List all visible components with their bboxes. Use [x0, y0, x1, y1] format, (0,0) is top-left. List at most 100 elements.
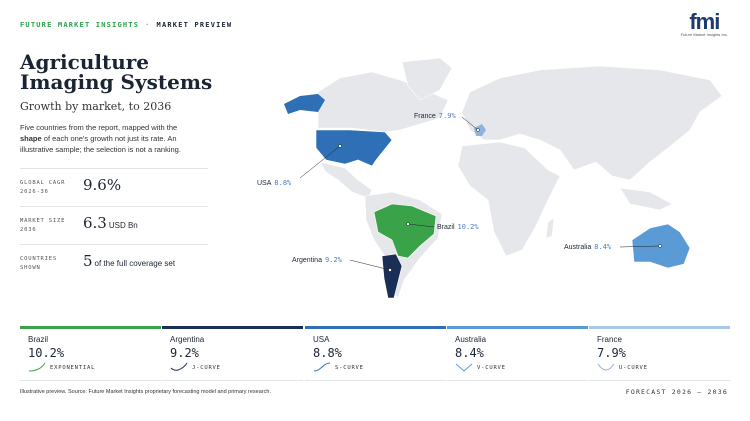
- stat-unit: USD Bn: [108, 221, 138, 230]
- card-curve: EXPONENTIAL: [50, 365, 96, 371]
- description-text: of each one's growth not just its rate. …: [20, 134, 181, 154]
- section: MARKET PREVIEW: [156, 21, 233, 29]
- description: Five countries from the report, mapped w…: [20, 122, 190, 155]
- leader-line: [349, 259, 391, 271]
- france: [474, 124, 486, 136]
- map-label-country: Argentina: [292, 257, 322, 264]
- leader-dot: [476, 128, 480, 132]
- card-bar: [589, 326, 730, 329]
- madagascar: [545, 217, 555, 239]
- leader-dot: [388, 268, 392, 272]
- stat-label-line: SHOWN: [20, 265, 41, 271]
- stat-unit: of the full coverage set: [94, 259, 176, 268]
- stat-number: 9.6%: [83, 176, 122, 194]
- map-label-country: USA: [257, 180, 272, 187]
- card-curve: U-CURVE: [619, 365, 648, 371]
- map-label: France 7.9%: [414, 112, 456, 120]
- description-text: Five countries from the report, mapped w…: [20, 123, 178, 132]
- title: Agriculture Imaging Systems: [20, 50, 213, 94]
- card-country: Brazil: [28, 335, 49, 344]
- card-country: France: [597, 335, 622, 344]
- card-bar: [162, 326, 303, 329]
- card-country: Australia: [455, 335, 487, 344]
- country-card: Brazil 10.2% EXPONENTIAL: [20, 326, 161, 381]
- logo: fmi Future Market Insights Inc.: [680, 9, 728, 38]
- leader-dot: [338, 144, 342, 148]
- logo-caption: Future Market Insights Inc.: [680, 32, 728, 37]
- country-card: USA 8.8% S-CURVE: [305, 326, 446, 381]
- alaska: [284, 94, 325, 114]
- stat-label-line: 2036: [20, 227, 37, 233]
- map-label-value: 8.4%: [594, 243, 612, 251]
- curve-icon: [597, 363, 615, 371]
- map-label-country: Brazil: [437, 224, 455, 231]
- forecast-range: FORECAST 2026 – 2036: [625, 388, 728, 396]
- country-card: Argentina 9.2% J-CURVE: [162, 326, 303, 381]
- stat: MARKET SIZE 2036 6.3 USD Bn: [20, 206, 208, 244]
- map-label-value: 10.2%: [457, 223, 479, 231]
- card-value: 9.2%: [170, 346, 199, 360]
- map-label-country: Australia: [564, 244, 592, 251]
- usa: [315, 129, 393, 167]
- header: FUTURE MARKET INSIGHTS · MARKET PREVIEW: [20, 21, 232, 29]
- map-label: Argentina 9.2%: [292, 256, 342, 264]
- country-card: France 7.9% U-CURVE: [589, 326, 730, 381]
- map-label: Brazil 10.2%: [437, 223, 479, 231]
- stat-label: MARKET SIZE 2036: [20, 217, 65, 235]
- card-value: 7.9%: [597, 346, 626, 360]
- card-country: Argentina: [170, 335, 205, 344]
- stat-label-line: GLOBAL CAGR: [20, 180, 66, 186]
- leader-dot: [406, 222, 410, 226]
- curve-icon: [170, 362, 188, 371]
- stat-value: 5 of the full coverage set: [83, 252, 175, 270]
- curve-icon: [28, 362, 46, 372]
- stat-label: COUNTRIES SHOWN: [20, 255, 57, 273]
- leader-line: [299, 145, 341, 179]
- card-bar: [20, 326, 161, 329]
- card-bar: [447, 326, 588, 329]
- subtitle: Growth by market, to 2036: [20, 100, 172, 113]
- stat-label: GLOBAL CAGR 2026-36: [20, 179, 65, 197]
- argentina: [381, 253, 403, 299]
- card-curve: S-CURVE: [335, 365, 364, 371]
- map-label-value: 8.8%: [274, 179, 292, 187]
- stat-label-line: COUNTRIES: [20, 256, 58, 262]
- africa: [457, 141, 561, 257]
- card-curve: J-CURVE: [192, 365, 221, 371]
- southeast-asia: [619, 187, 673, 211]
- logo-mark: fmi: [689, 9, 720, 34]
- map-label: USA 8.8%: [257, 179, 291, 187]
- stat-value: 9.6%: [83, 176, 121, 194]
- card-bar: [305, 326, 446, 329]
- separator: ·: [145, 21, 151, 29]
- eurasia: [461, 65, 723, 181]
- leader-line: [407, 223, 435, 228]
- stat: GLOBAL CAGR 2026-36 9.6%: [20, 168, 208, 206]
- description-emphasis: shape: [20, 134, 42, 143]
- card-value: 8.4%: [455, 346, 484, 360]
- card-country: USA: [313, 335, 330, 344]
- map-label: Australia 8.4%: [564, 243, 611, 251]
- card-value: 8.8%: [313, 346, 342, 360]
- stat-label-line: MARKET SIZE: [20, 218, 66, 224]
- map-label-value: 9.2%: [324, 256, 342, 264]
- leader-line: [619, 245, 661, 248]
- greenland: [401, 57, 453, 101]
- source-note: Illustrative preview. Source: Future Mar…: [20, 389, 271, 395]
- stat: COUNTRIES SHOWN 5 of the full coverage set: [20, 244, 208, 282]
- world-map: [284, 57, 723, 299]
- mexico: [319, 161, 373, 199]
- leader-line: [461, 116, 479, 131]
- stat-label-line: 2026-36: [20, 189, 49, 195]
- map-label-value: 7.9%: [438, 112, 456, 120]
- brazil: [373, 203, 437, 259]
- map-label-country: France: [414, 113, 436, 120]
- card-value: 10.2%: [28, 346, 65, 360]
- brand: FUTURE MARKET INSIGHTS: [20, 21, 140, 29]
- country-card: Australia 8.4% V-CURVE: [447, 326, 588, 381]
- curve-icon: [455, 363, 473, 372]
- stat-number: 5: [83, 252, 93, 270]
- card-curve: V-CURVE: [477, 365, 506, 371]
- stat-number: 6.3: [83, 214, 107, 232]
